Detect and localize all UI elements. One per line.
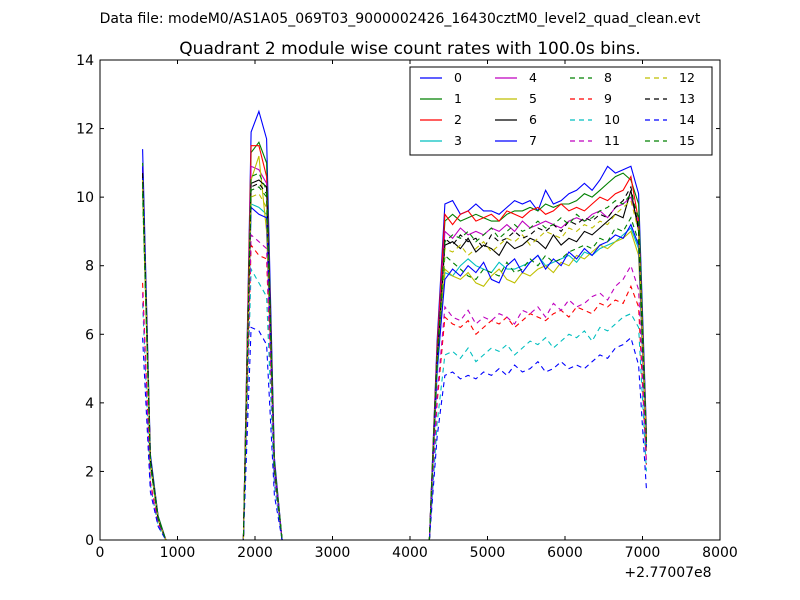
y-tick-label: 14: [76, 53, 94, 69]
series-line-3: [142, 190, 647, 540]
y-tick-label: 12: [76, 122, 94, 138]
series-group: [142, 109, 647, 540]
legend-label-6: 6: [529, 112, 537, 127]
legend-label-15: 15: [679, 133, 695, 148]
x-tick-label: 3000: [315, 545, 351, 561]
legend-label-12: 12: [679, 70, 695, 85]
y-tick-label: 2: [85, 464, 94, 480]
legend-label-5: 5: [529, 91, 537, 106]
series-line-6: [142, 176, 647, 540]
legend-label-8: 8: [604, 70, 612, 85]
series-line-8: [142, 186, 647, 540]
y-tick-label: 6: [85, 327, 94, 343]
x-tick-label: 8000: [702, 545, 738, 561]
x-tick-label: 1000: [160, 545, 196, 561]
legend-label-14: 14: [679, 112, 695, 127]
series-line-7: [142, 166, 647, 540]
legend-frame: [409, 66, 713, 156]
y-tick-label: 8: [85, 259, 94, 275]
legend-label-7: 7: [529, 133, 537, 148]
axis-ticks: 0 1000 2000 3000 4000 5000 6000 7000 80000246810…: [76, 53, 738, 561]
x-offset-label: +2.77007e8: [624, 565, 711, 581]
x-tick-label: 6000: [547, 545, 583, 561]
chart-title: Quadrant 2 module wise count rates with …: [179, 39, 640, 59]
legend-label-0: 0: [454, 70, 462, 85]
series-line-2: [142, 145, 647, 540]
x-tick-label: 5000: [470, 545, 506, 561]
series-line-14: [142, 326, 647, 540]
legend-label-3: 3: [454, 133, 462, 148]
x-tick-label: 4000: [392, 545, 428, 561]
series-line-15: [142, 172, 647, 540]
series-line-12: [142, 179, 647, 540]
y-tick-label: 4: [85, 396, 94, 412]
series-line-5: [142, 155, 647, 540]
x-tick-label: 0: [96, 545, 105, 561]
legend-label-1: 1: [454, 91, 462, 106]
series-line-0: [142, 109, 647, 540]
chart-subtitle: Data file: modeM0/AS1A05_069T03_90000024…: [100, 11, 701, 27]
legend-label-9: 9: [604, 91, 612, 106]
legend-label-4: 4: [529, 70, 537, 85]
series-line-13: [142, 173, 647, 540]
y-tick-label: 0: [85, 533, 94, 549]
legend-label-10: 10: [604, 112, 620, 127]
y-tick-label: 10: [76, 190, 94, 206]
series-line-9: [142, 243, 647, 540]
series-line-4: [142, 165, 647, 540]
legend-label-13: 13: [679, 91, 695, 106]
series-line-10: [142, 267, 647, 540]
x-tick-label: 2000: [237, 545, 273, 561]
series-line-1: [142, 141, 647, 540]
legend-label-11: 11: [604, 133, 620, 148]
legend-label-2: 2: [454, 112, 462, 127]
x-tick-label: 7000: [625, 545, 661, 561]
series-line-11: [142, 233, 647, 540]
